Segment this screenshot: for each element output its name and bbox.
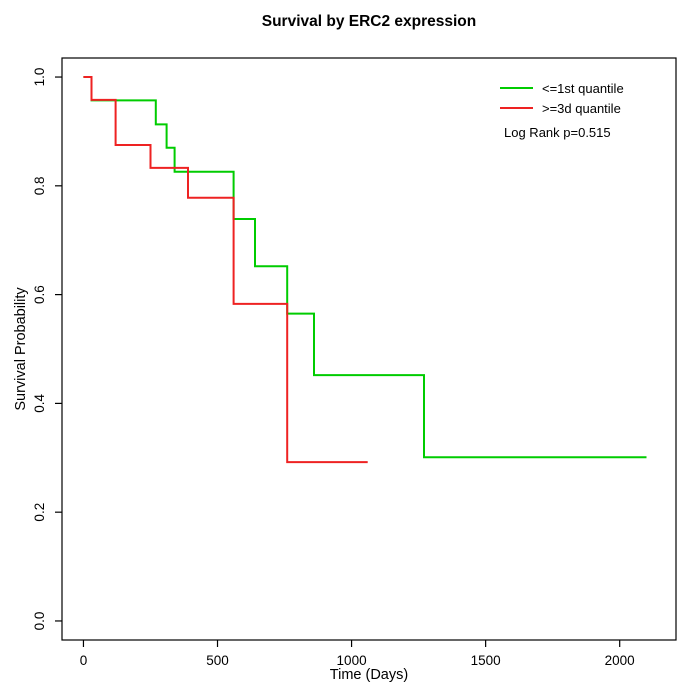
y-tick-label: 0.4 <box>32 394 47 413</box>
y-axis-label: Survival Probability <box>13 287 29 411</box>
legend-label: <=1st quantile <box>542 80 624 96</box>
y-tick-label: 0.8 <box>32 176 47 195</box>
y-tick-label: 1.0 <box>32 68 47 87</box>
survival-curve-0 <box>83 76 647 459</box>
y-tick-label: 0.0 <box>32 612 47 631</box>
x-tick-label: 0 <box>80 653 88 668</box>
legend: <=1st quantile >=3d quantile Log Rank p=… <box>500 78 624 140</box>
chart-title: Survival by ERC2 expression <box>261 13 477 30</box>
legend-item: >=3d quantile <box>500 98 624 118</box>
legend-swatch <box>500 107 533 109</box>
annotation-text: Log Rank p=0.515 <box>504 125 611 140</box>
legend-label: >=3d quantile <box>542 100 621 116</box>
x-tick-label: 1500 <box>471 653 501 668</box>
y-tick-label: 0.2 <box>32 503 47 522</box>
legend-swatch <box>500 87 533 89</box>
plot-box <box>61 57 677 641</box>
x-tick-label: 500 <box>206 653 229 668</box>
x-axis-label: Time (Days) <box>329 667 409 683</box>
y-tick-label: 0.6 <box>32 285 47 304</box>
legend-item: <=1st quantile <box>500 78 624 98</box>
x-tick-label: 2000 <box>605 653 635 668</box>
x-tick-label: 1000 <box>337 653 367 668</box>
survival-curve-1 <box>83 76 368 464</box>
